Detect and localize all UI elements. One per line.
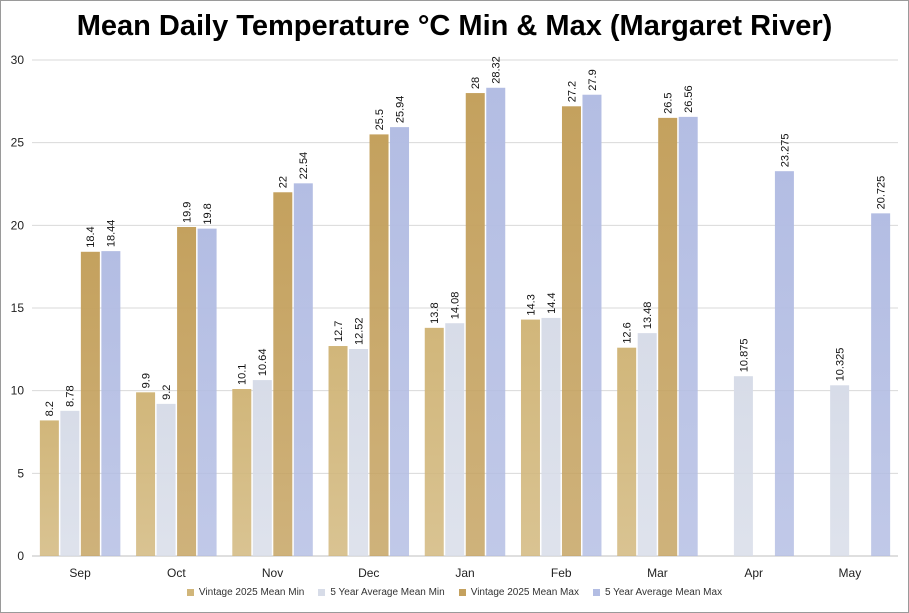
x-tick-label: Apr bbox=[744, 566, 763, 580]
data-label: 12.7 bbox=[333, 321, 345, 342]
y-tick-label: 0 bbox=[17, 549, 24, 563]
bar bbox=[658, 117, 678, 556]
bar bbox=[328, 346, 348, 556]
data-label: 27.9 bbox=[587, 69, 599, 90]
legend-swatch bbox=[592, 589, 600, 596]
bar bbox=[177, 226, 197, 556]
chart-title: Mean Daily Temperature °C Min & Max (Mar… bbox=[76, 10, 833, 42]
data-label: 27.2 bbox=[566, 81, 578, 102]
x-tick-label: May bbox=[839, 566, 862, 580]
bar bbox=[60, 410, 80, 556]
bar bbox=[273, 192, 293, 556]
bar bbox=[733, 376, 753, 556]
x-tick-label: Feb bbox=[551, 566, 572, 580]
data-label: 22 bbox=[278, 176, 290, 188]
data-label: 13.48 bbox=[642, 302, 654, 330]
data-label: 19.8 bbox=[202, 203, 214, 224]
bar bbox=[369, 134, 389, 556]
data-label: 23.275 bbox=[779, 134, 791, 168]
x-tick-label: Mar bbox=[647, 566, 668, 580]
bar bbox=[774, 171, 794, 557]
legend-swatch bbox=[318, 589, 326, 596]
data-label: 18.44 bbox=[106, 220, 118, 248]
bar bbox=[830, 385, 850, 556]
data-label: 14.08 bbox=[450, 292, 462, 320]
bar bbox=[293, 183, 313, 556]
data-label: 14.4 bbox=[546, 292, 558, 313]
data-label: 25.94 bbox=[394, 96, 406, 124]
y-tick-label: 30 bbox=[11, 53, 25, 67]
bar bbox=[637, 333, 657, 556]
data-label: 10.1 bbox=[237, 364, 249, 385]
legend-item: Vintage 2025 Mean Max bbox=[458, 587, 579, 598]
data-label: 8.78 bbox=[65, 385, 77, 406]
bar bbox=[541, 317, 561, 556]
legend-label: 5 Year Average Mean Max bbox=[604, 587, 723, 598]
bar bbox=[561, 106, 581, 556]
bar bbox=[871, 213, 891, 556]
legend-label: 5 Year Average Mean Min bbox=[330, 587, 445, 598]
data-label: 10.875 bbox=[738, 339, 750, 373]
bar bbox=[678, 116, 698, 556]
data-label: 19.9 bbox=[181, 202, 193, 223]
y-tick-label: 25 bbox=[11, 136, 25, 150]
legend-label: Vintage 2025 Mean Max bbox=[470, 587, 579, 598]
y-tick-label: 20 bbox=[11, 218, 25, 232]
legend-item: 5 Year Average Mean Min bbox=[318, 587, 445, 598]
x-tick-label: Dec bbox=[358, 566, 379, 580]
bar bbox=[445, 323, 465, 556]
bar bbox=[349, 349, 369, 556]
data-label: 28 bbox=[470, 77, 482, 89]
data-label: 12.6 bbox=[622, 322, 634, 343]
legend: Vintage 2025 Mean Min 5 Year Average Mea… bbox=[0, 587, 909, 598]
x-tick-label: Sep bbox=[69, 566, 91, 580]
data-label: 12.52 bbox=[353, 317, 365, 345]
bar bbox=[390, 127, 410, 556]
legend-item: Vintage 2025 Mean Min bbox=[186, 587, 305, 598]
x-tick-label: Nov bbox=[262, 566, 283, 580]
legend-swatch bbox=[186, 589, 194, 596]
bar bbox=[520, 319, 540, 556]
bar bbox=[252, 380, 272, 556]
data-label: 22.54 bbox=[298, 152, 310, 180]
bar bbox=[197, 228, 217, 556]
bar bbox=[486, 87, 506, 556]
y-tick-label: 5 bbox=[17, 466, 24, 480]
legend-item: 5 Year Average Mean Max bbox=[592, 587, 723, 598]
bar bbox=[101, 251, 121, 556]
x-tick-label: Jan bbox=[455, 566, 474, 580]
data-label: 25.5 bbox=[374, 109, 386, 130]
data-label: 10.64 bbox=[257, 349, 269, 377]
bar bbox=[617, 347, 637, 556]
data-label: 14.3 bbox=[525, 294, 537, 315]
x-tick-label: Oct bbox=[167, 566, 186, 580]
data-label: 9.9 bbox=[140, 373, 152, 388]
data-label: 28.32 bbox=[491, 56, 503, 84]
data-label: 20.725 bbox=[875, 176, 887, 210]
bar bbox=[424, 327, 444, 556]
data-label: 18.4 bbox=[85, 226, 97, 247]
bar bbox=[582, 94, 602, 556]
data-label: 9.2 bbox=[161, 385, 173, 400]
bar bbox=[136, 392, 156, 556]
data-label: 13.8 bbox=[429, 302, 441, 323]
y-tick-label: 10 bbox=[11, 384, 25, 398]
bar bbox=[465, 93, 485, 557]
data-label: 8.2 bbox=[44, 401, 56, 416]
bar bbox=[156, 403, 176, 556]
data-label: 10.325 bbox=[834, 348, 846, 382]
bar bbox=[80, 251, 100, 556]
legend-label: Vintage 2025 Mean Min bbox=[198, 587, 305, 598]
y-tick-label: 15 bbox=[11, 301, 25, 315]
data-label: 26.56 bbox=[683, 85, 695, 113]
data-label: 26.5 bbox=[663, 92, 675, 113]
bar bbox=[232, 389, 252, 556]
bar bbox=[39, 420, 59, 556]
legend-swatch bbox=[458, 589, 466, 596]
